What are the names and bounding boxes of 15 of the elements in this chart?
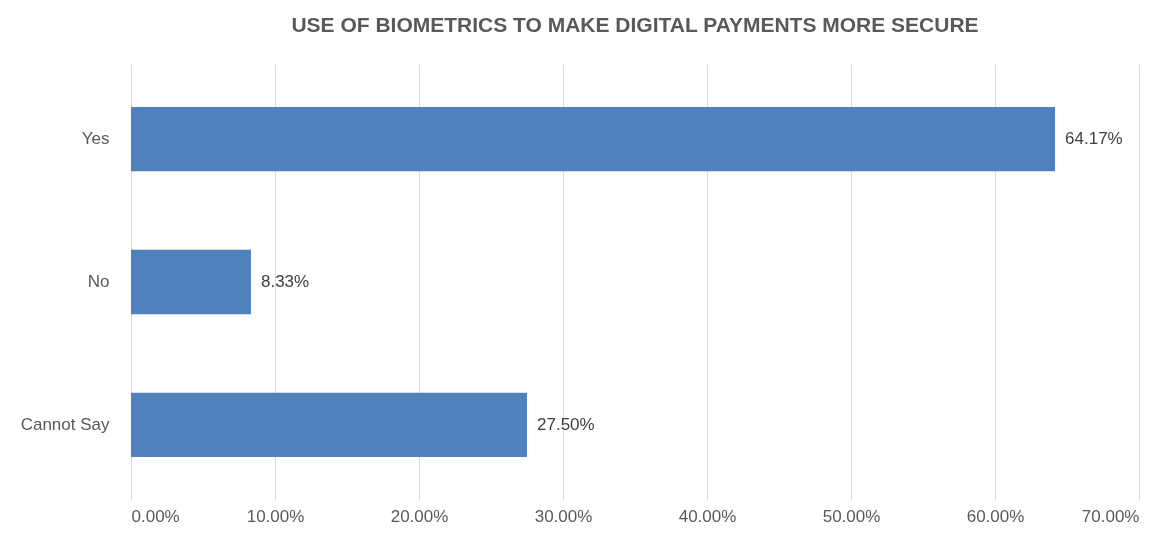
data-label: 64.17% bbox=[1065, 129, 1123, 149]
y-tick-label: Yes bbox=[81, 129, 110, 149]
data-label: 8.33% bbox=[260, 272, 310, 291]
y-tick-label: No bbox=[87, 272, 110, 291]
y-tick-label: Cannot Say bbox=[20, 414, 110, 434]
x-tick-label: 40.00% bbox=[678, 506, 737, 526]
x-tick-label: 60.00% bbox=[966, 506, 1025, 526]
x-tick-label: 0.00% bbox=[131, 506, 180, 526]
x-tick-label: 30.00% bbox=[534, 506, 593, 526]
x-tick-label: 50.00% bbox=[822, 506, 881, 526]
x-tick-label: 70.00% bbox=[1081, 506, 1140, 526]
x-tick-label: 20.00% bbox=[390, 506, 449, 526]
chart-title: USE OF BIOMETRICS TO MAKE DIGITAL PAYMENTS MORE SECURE bbox=[291, 13, 979, 36]
x-tick-label: 10.00% bbox=[246, 506, 305, 526]
data-label: 27.50% bbox=[537, 414, 595, 434]
